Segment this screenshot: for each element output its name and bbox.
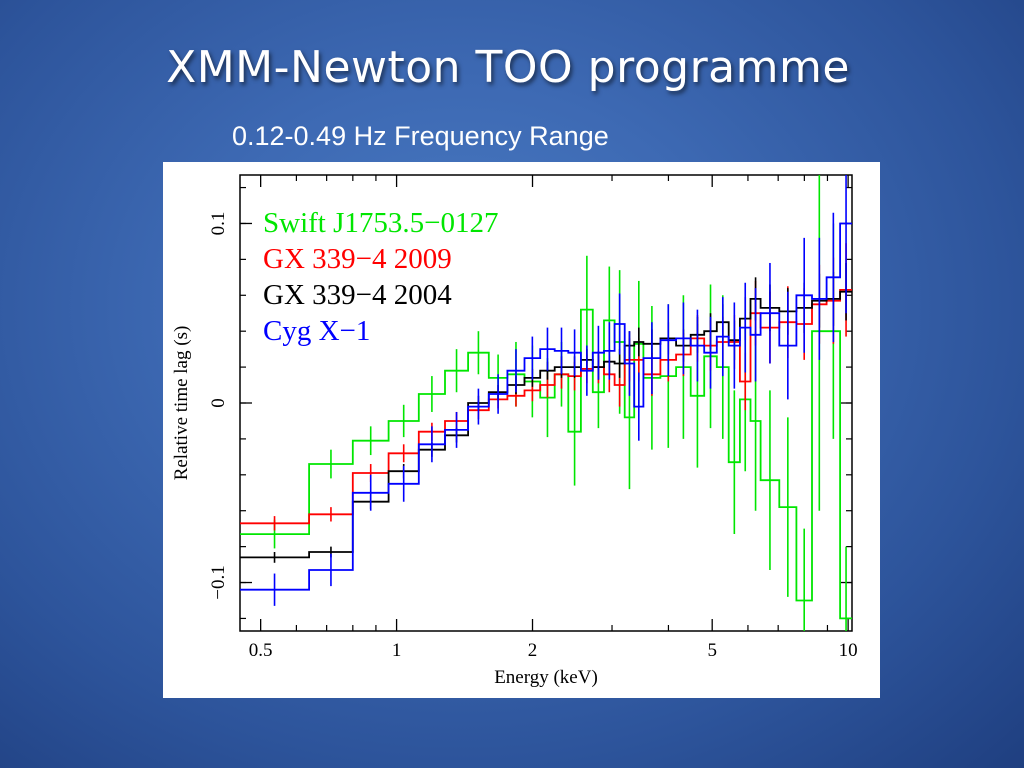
slide-title: XMM-Newton TOO programme	[0, 42, 1016, 93]
legend-entry-3: GX 339−4 2004	[263, 279, 452, 311]
legend-entry-1: Swift J1753.5−0127	[263, 207, 498, 239]
series-step-line	[240, 310, 852, 619]
slide-subtitle: 0.12-0.49 Hz Frequency Range	[232, 121, 609, 152]
legend-entry-4: Cyg X−1	[263, 315, 370, 347]
x-tick-label: 10	[839, 640, 858, 661]
plot-panel: 0.5 1 2 5 10 −0.1 0 0.1 Swift J1753.5−0127 GX 33…	[163, 162, 880, 698]
series-1	[240, 162, 852, 690]
legend-entry-2: GX 339−4 2009	[263, 243, 452, 275]
x-tick-label: 0.5	[249, 640, 273, 661]
legend: Swift J1753.5−0127 GX 339−4 2009 GX 339−4 …	[263, 207, 498, 347]
y-tick-label: 0.1	[208, 212, 229, 236]
y-tick-label: 0	[208, 398, 229, 408]
x-tick-label: 1	[392, 640, 402, 661]
y-tick-label: −0.1	[208, 565, 229, 599]
x-axis-label: Energy (keV)	[494, 667, 598, 688]
x-tick-label: 5	[707, 640, 717, 661]
lag-energy-chart: 0.5 1 2 5 10 −0.1 0 0.1 Swift J1753.5−0127 GX 33…	[163, 162, 880, 698]
y-axis-label: Relative time lag (s)	[171, 326, 192, 481]
x-tick-label: 2	[528, 640, 538, 661]
series-layer	[240, 162, 852, 690]
